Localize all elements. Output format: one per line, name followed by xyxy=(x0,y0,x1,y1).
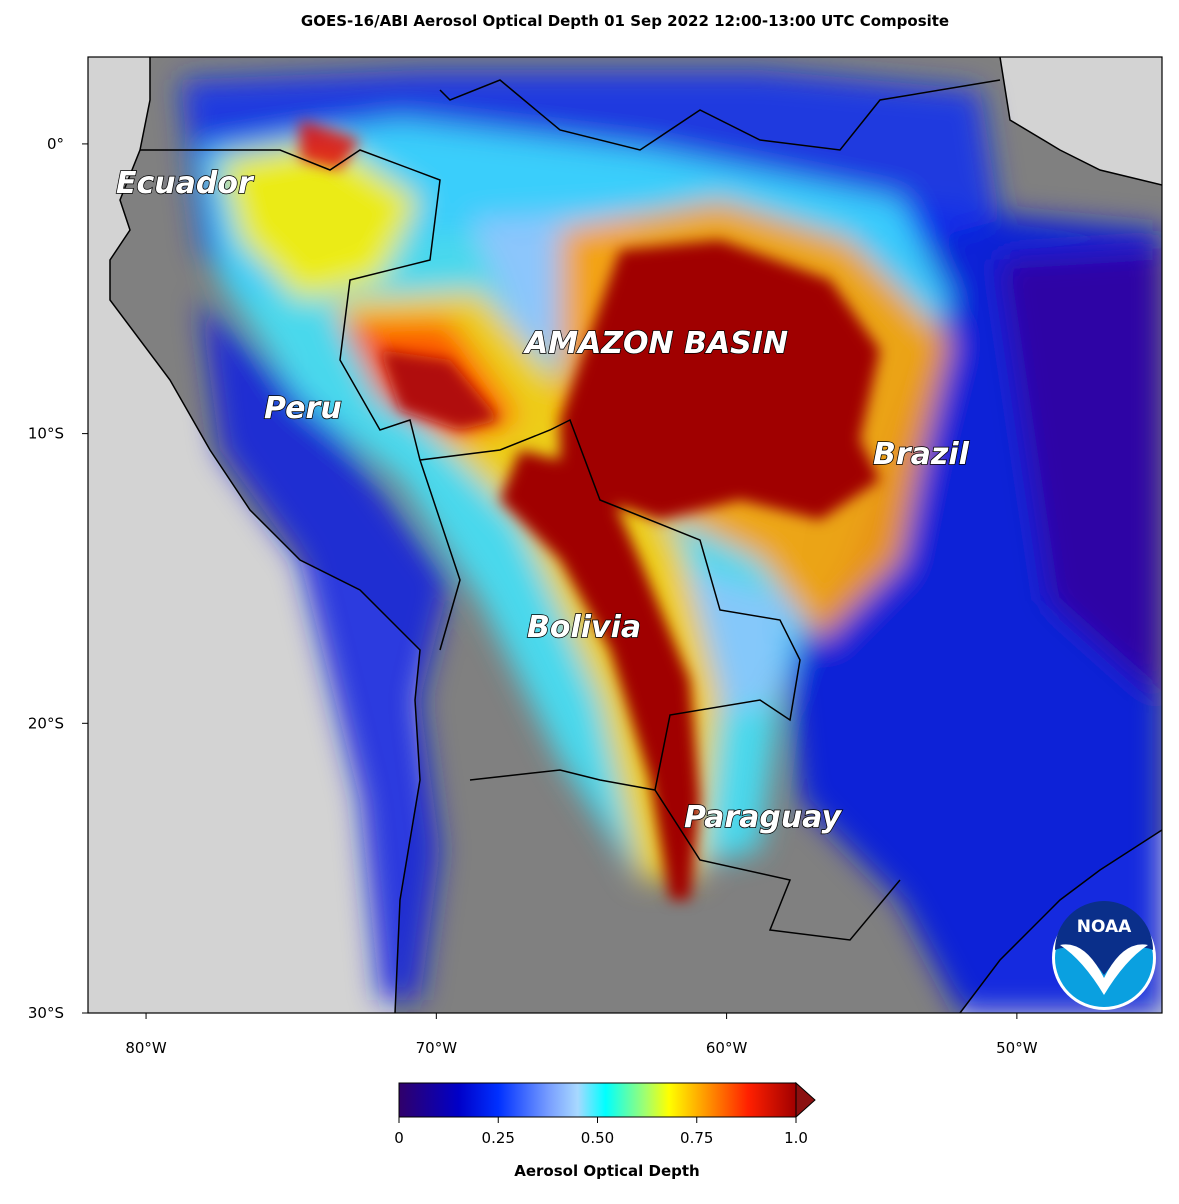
x-tick-label: 70°W xyxy=(416,1039,458,1057)
region-label: Peru xyxy=(264,391,342,426)
colorbar-tick-label: 1.0 xyxy=(784,1129,808,1147)
borders xyxy=(109,57,1162,1013)
country-border xyxy=(140,79,1001,941)
axes: 80°W 70°W 60°W 50°W 0° 10°S 20°S 30°S 0 0.25 0.50 0… xyxy=(28,135,1038,1147)
region-label: AMAZON BASIN xyxy=(523,326,788,361)
x-tick-label: 50°W xyxy=(996,1039,1038,1057)
y-tick-label: 30°S xyxy=(28,1004,64,1022)
logo-bird xyxy=(1060,944,1148,995)
colorbar-tick-label: 0 xyxy=(394,1129,404,1147)
region-label: Bolivia xyxy=(527,610,641,645)
x-tick-label: 80°W xyxy=(125,1039,167,1057)
plot-frame xyxy=(87,56,1163,1014)
coastline xyxy=(109,57,1162,1013)
colorbar-label: Aerosol Optical Depth xyxy=(514,1162,699,1180)
logo-top xyxy=(1055,901,1153,975)
y-tick-label: 10°S xyxy=(28,425,64,443)
y-tick-label: 20°S xyxy=(28,714,64,732)
region-label: Paraguay xyxy=(684,800,843,835)
colorbar-tick-label: 0.25 xyxy=(482,1129,515,1147)
smoke-core xyxy=(300,120,880,900)
region-label: Brazil xyxy=(873,437,970,472)
map-image: Ecuador AMAZON BASIN Peru Brazil Bolivia… xyxy=(88,57,1162,1013)
logo-text: NOAA xyxy=(1077,917,1132,937)
colorbar-tick-label: 0.75 xyxy=(680,1129,713,1147)
noaa-logo: NOAA xyxy=(1052,901,1156,1010)
colorbar-gradient xyxy=(398,1082,797,1118)
region-label: Ecuador xyxy=(116,166,255,201)
y-tick-label: 0° xyxy=(47,135,64,153)
colorbar-extend xyxy=(795,1081,816,1119)
x-tick-label: 60°W xyxy=(706,1039,748,1057)
title: GOES-16/ABI Aerosol Optical Depth 01 Sep… xyxy=(301,12,949,30)
colorbar: Aerosol Optical Depth xyxy=(398,1081,816,1180)
colorbar-tick-label: 0.50 xyxy=(581,1129,614,1147)
